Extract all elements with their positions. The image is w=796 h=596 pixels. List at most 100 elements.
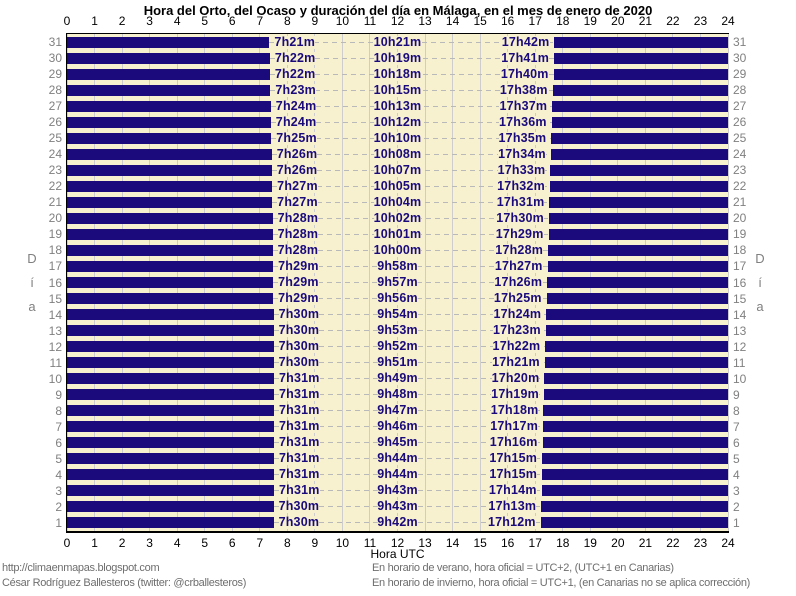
hour-tick-top: 1 [91, 14, 98, 28]
night-bar-after-sunset [542, 453, 728, 465]
sunrise-time-label: 7h31m [279, 387, 320, 402]
night-bar-before-sunrise [67, 373, 275, 385]
night-bar-before-sunrise [67, 244, 273, 256]
hour-tick-top: 11 [363, 14, 377, 28]
night-bar-before-sunrise [67, 325, 274, 337]
day-number-right: 2 [733, 499, 740, 514]
day-duration-label: 9h56m [377, 291, 418, 306]
hour-tick-top: 17 [528, 14, 542, 28]
hour-tick-bottom: 6 [228, 536, 236, 550]
hour-tick-top: 14 [445, 14, 460, 28]
chart-title: Hora del Orto, del Ocaso y duración del … [143, 3, 653, 18]
day-number-right: 11 [733, 355, 746, 370]
day-duration-label: 10h10m [373, 130, 422, 145]
night-bar-before-sunrise [67, 68, 270, 80]
day-number-right: 13 [733, 323, 747, 338]
day-number-left: 29 [48, 67, 62, 82]
day-number-right: 26 [733, 115, 747, 130]
night-bar-before-sunrise [67, 277, 274, 288]
hour-tick-bottom: 23 [693, 536, 708, 550]
footer-url: http://climaenmapas.blogspot.com [2, 562, 160, 574]
sunrise-time-label: 7h24m [275, 114, 317, 129]
sunrise-time-label: 7h28m [277, 226, 319, 241]
day-number-right: 4 [733, 467, 740, 482]
night-bar-before-sunrise [67, 309, 274, 321]
day-number-right: 7 [733, 419, 740, 434]
hour-tick-bottom: 3 [146, 536, 153, 550]
night-bar-before-sunrise [67, 517, 274, 529]
sunset-time-label: 17h38m [499, 82, 548, 97]
day-number-right: 3 [733, 483, 740, 498]
day-duration-label: 9h54m [377, 307, 418, 322]
night-bar-after-sunset [548, 244, 728, 256]
day-number-left: 12 [48, 339, 62, 354]
sunset-time-label: 17h15m [489, 467, 538, 482]
day-duration-label: 9h47m [377, 403, 418, 418]
day-number-left: 16 [48, 275, 62, 290]
day-number-right: 23 [733, 163, 747, 178]
day-number-left: 18 [48, 243, 62, 258]
sunset-time-label: 17h16m [489, 435, 538, 450]
sunrise-time-label: 7h30m [278, 307, 320, 322]
day-duration-label: 10h02m [373, 210, 422, 225]
day-duration-label: 9h58m [377, 258, 418, 273]
night-bar-after-sunset [547, 277, 728, 288]
sunrise-time-label: 7h22m [274, 50, 316, 65]
day-number-right: 29 [733, 67, 747, 82]
day-number-right: 6 [733, 435, 740, 450]
night-bar-after-sunset [547, 260, 728, 272]
day-number-left: 14 [48, 307, 62, 322]
hour-tick-bottom: 22 [666, 536, 680, 550]
day-duration-label: 9h43m [377, 483, 418, 498]
hour-tick-top: 22 [666, 14, 680, 28]
hour-tick-top: 4 [173, 14, 181, 28]
sunrise-time-label: 7h21m [274, 34, 316, 49]
day-number-left: 5 [55, 451, 62, 466]
hour-tick-top: 5 [201, 14, 209, 28]
sunset-time-label: 17h19m [491, 387, 539, 402]
night-bar-after-sunset [552, 100, 728, 112]
hour-tick-bottom: 15 [473, 536, 487, 550]
sunset-time-label: 17h25m [493, 291, 542, 306]
hour-tick-bottom: 1 [91, 536, 98, 550]
x-axis-label: Hora UTC [370, 547, 425, 561]
night-bar-after-sunset [549, 180, 728, 192]
night-bar-after-sunset [544, 357, 728, 369]
day-number-left: 24 [48, 147, 62, 162]
night-bar-after-sunset [544, 373, 728, 385]
hour-tick-bottom: 17 [528, 536, 542, 550]
footer-note-summer: En horario de verano, hora oficial = UTC… [372, 562, 674, 574]
sunset-time-label: 17h36m [498, 114, 547, 129]
night-bar-before-sunrise [67, 260, 274, 272]
day-number-left: 3 [55, 483, 62, 498]
sunset-time-label: 17h35m [498, 130, 547, 145]
day-number-right: 14 [733, 307, 747, 322]
hour-tick-bottom: 9 [311, 536, 319, 550]
day-number-right: 20 [733, 211, 747, 226]
hour-tick-bottom: 20 [611, 536, 625, 550]
sunrise-time-label: 7h25m [276, 130, 317, 145]
night-bar-after-sunset [545, 341, 728, 353]
hour-tick-bottom: 21 [638, 536, 653, 550]
night-bar-after-sunset [548, 212, 728, 224]
day-duration-label: 10h19m [373, 50, 422, 65]
night-bar-after-sunset [554, 36, 728, 48]
sunset-time-label: 17h37m [499, 98, 548, 113]
night-bar-after-sunset [551, 116, 728, 128]
night-bar-after-sunset [542, 469, 728, 481]
sunrise-time-label: 7h26m [276, 162, 318, 177]
day-duration-label: 9h43m [377, 499, 418, 514]
day-number-left: 20 [48, 211, 62, 226]
day-duration-label: 10h21m [373, 34, 422, 49]
night-bar-before-sunrise [67, 357, 274, 369]
hour-tick-top: 3 [146, 14, 153, 28]
sunset-time-label: 17h31m [496, 194, 545, 209]
night-bar-after-sunset [550, 164, 728, 176]
day-number-left: 9 [55, 387, 62, 402]
day-number-right: 22 [733, 179, 747, 194]
day-number-left: 7 [55, 419, 62, 434]
sunset-time-label: 17h28m [495, 242, 544, 257]
day-duration-label: 9h42m [377, 515, 418, 530]
night-bar-before-sunrise [67, 164, 272, 176]
